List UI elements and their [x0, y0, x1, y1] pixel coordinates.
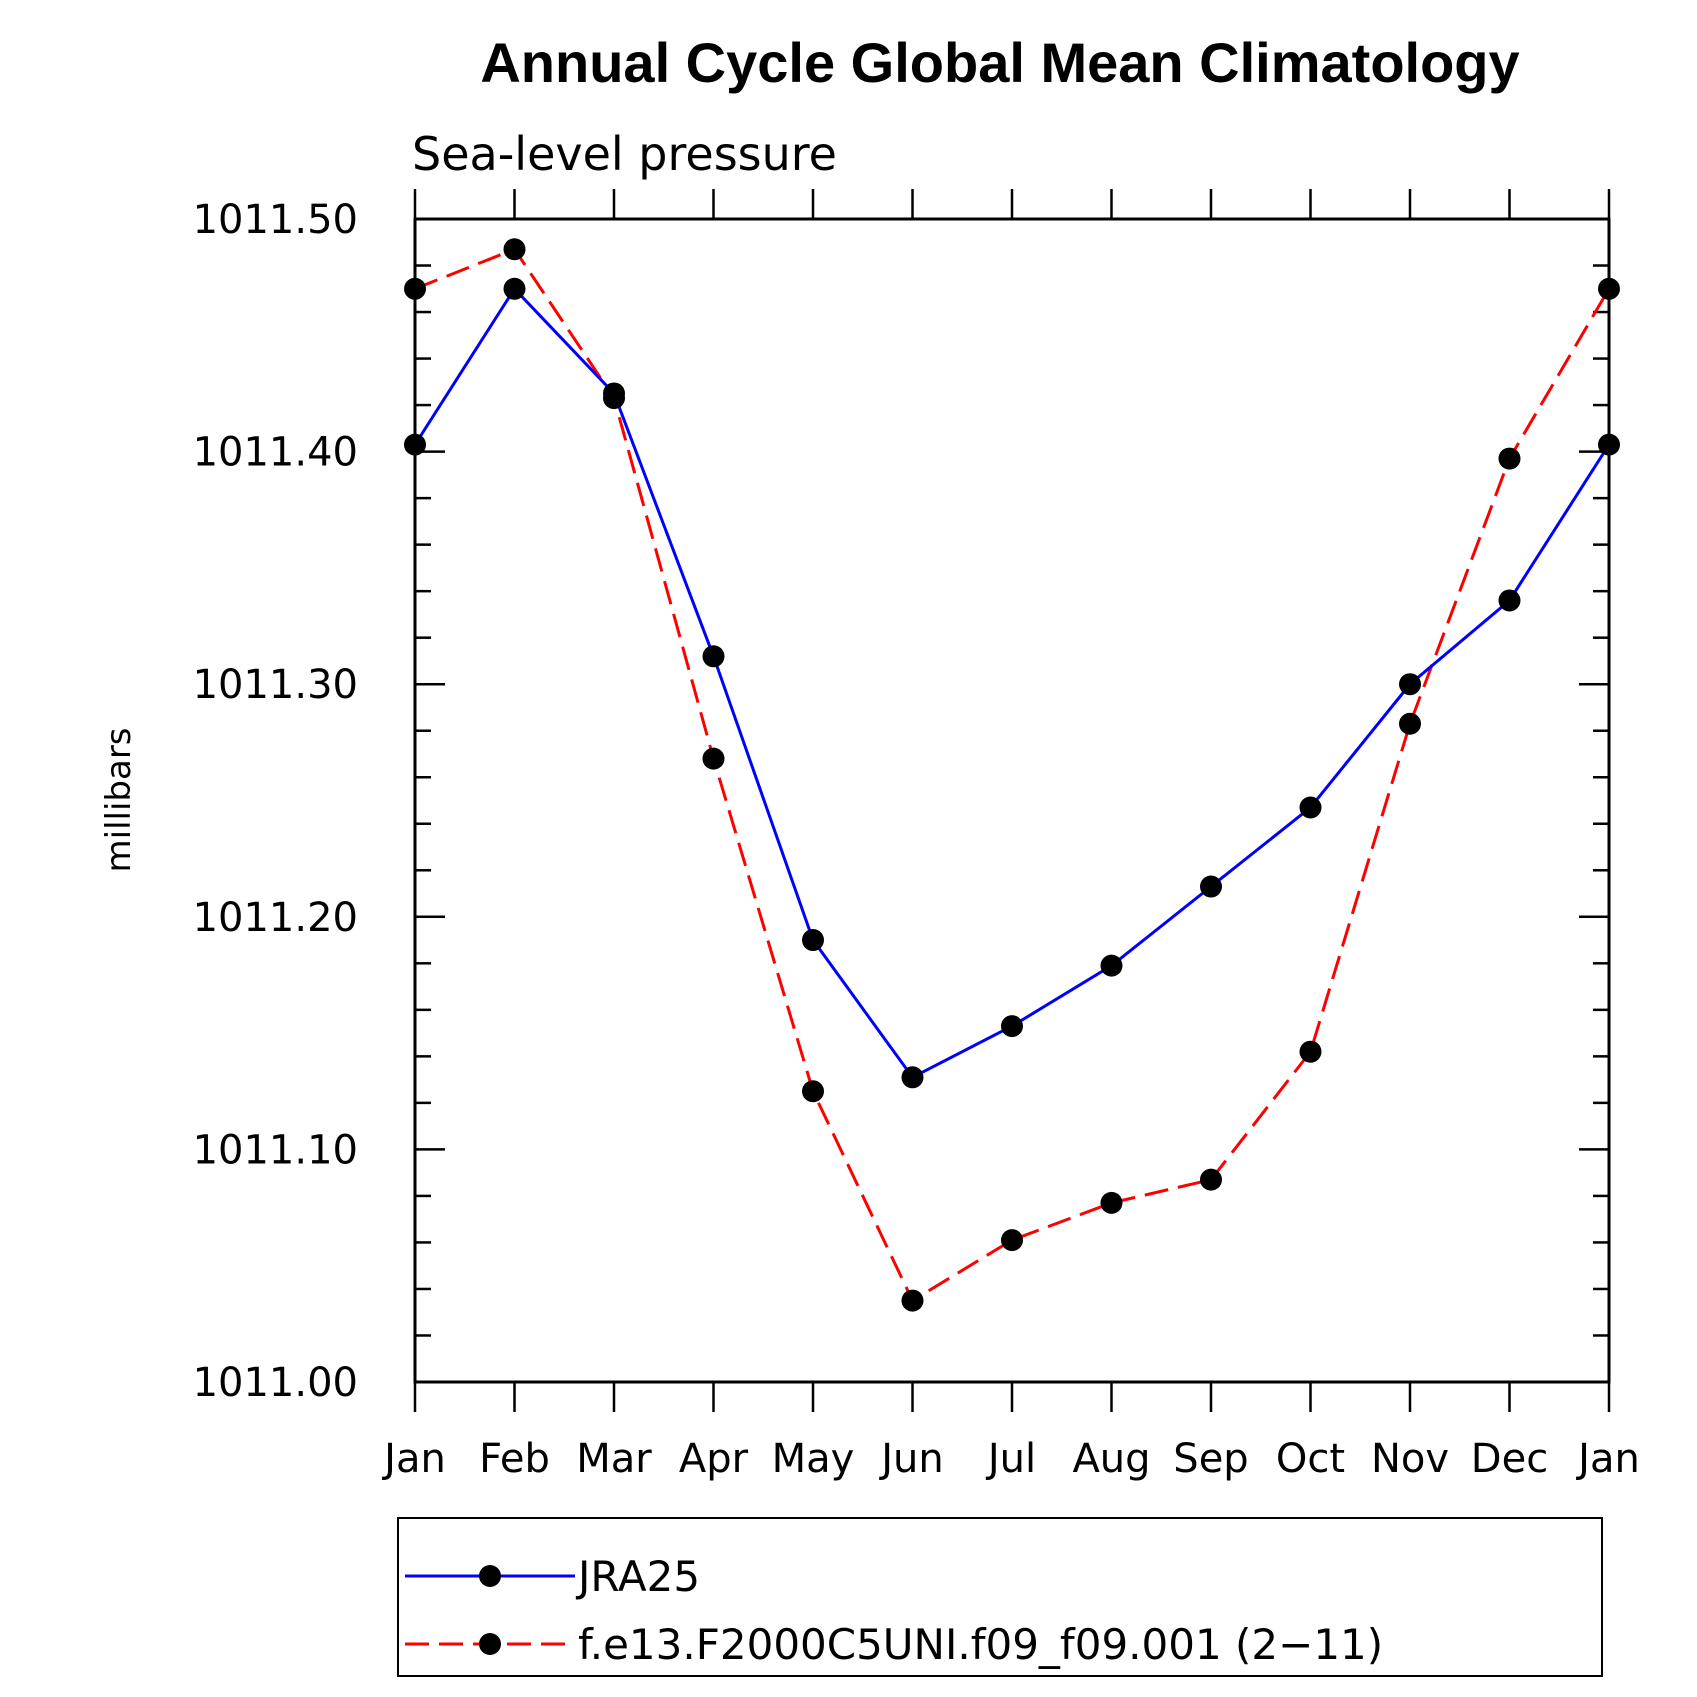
x-tick-label: Sep	[1173, 1436, 1248, 1482]
x-tick-label: Jan	[381, 1436, 446, 1482]
data-point-0	[1200, 875, 1222, 898]
x-tick-label: Aug	[1072, 1436, 1150, 1482]
data-point-1	[702, 747, 725, 770]
data-point-1	[1299, 1040, 1322, 1063]
y-tick-label: 1011.20	[193, 895, 358, 941]
data-point-0	[802, 929, 824, 952]
legend-marker-0	[479, 1565, 501, 1587]
x-tick-label: May	[772, 1436, 855, 1482]
data-point-1	[1498, 447, 1521, 470]
data-point-0	[1299, 796, 1322, 819]
data-point-1	[1001, 1229, 1023, 1252]
y-tick-label: 1011.00	[193, 1360, 358, 1406]
data-point-0	[1498, 589, 1521, 612]
y-tick-label: 1011.30	[193, 662, 358, 708]
data-point-0	[1100, 954, 1123, 977]
data-point-1	[503, 238, 526, 261]
data-point-1	[1100, 1191, 1123, 1214]
y-tick-label: 1011.50	[193, 197, 358, 243]
data-point-1	[901, 1289, 924, 1312]
data-point-0	[702, 645, 725, 668]
data-point-0	[503, 277, 526, 300]
data-point-0	[1001, 1015, 1023, 1038]
series-line-0	[413, 286, 1611, 1080]
chart-title: Annual Cycle Global Mean Climatology	[480, 31, 1519, 94]
series-line-1	[414, 247, 1611, 1303]
data-point-0	[901, 1066, 924, 1089]
y-tick-label: 1011.40	[193, 430, 358, 476]
y-axis-label: millibars	[99, 727, 139, 872]
tick-labels: 1011.00 1011.10 1011.20 1011.30 1011.40 1011.…	[193, 197, 1640, 1482]
data-point-1	[1200, 1168, 1222, 1191]
plot-series	[404, 238, 1620, 1312]
plot-frame	[413, 217, 1611, 1384]
data-point-1	[802, 1080, 824, 1103]
chart-subtitle: Sea-level pressure	[412, 127, 837, 181]
legend-marker-1	[479, 1633, 501, 1655]
x-tick-label: Jan	[1575, 1436, 1640, 1482]
data-point-0	[1399, 673, 1421, 696]
legend-label-0: JRA25	[575, 1552, 700, 1601]
legend-label-1: f.e13.F2000C5UNI.f09_f09.001 (2−11)	[578, 1620, 1383, 1669]
x-tick-label: Apr	[679, 1436, 749, 1482]
x-tick-label: Oct	[1276, 1436, 1345, 1482]
legend-box	[397, 1517, 1603, 1677]
y-tick-label: 1011.10	[193, 1127, 358, 1173]
x-tick-label: Dec	[1471, 1436, 1548, 1482]
x-tick-label: Feb	[479, 1436, 550, 1482]
x-tick-label: Nov	[1371, 1436, 1449, 1482]
data-point-1	[1399, 712, 1421, 735]
x-tick-label: Mar	[576, 1436, 652, 1482]
x-tick-label: Jul	[985, 1436, 1036, 1482]
x-tick-label: Jun	[878, 1436, 944, 1482]
data-point-1	[603, 387, 625, 410]
legend: JRA25 f.e13.F2000C5UNI.f09_f09.001 (2−11)	[397, 1517, 1603, 1677]
